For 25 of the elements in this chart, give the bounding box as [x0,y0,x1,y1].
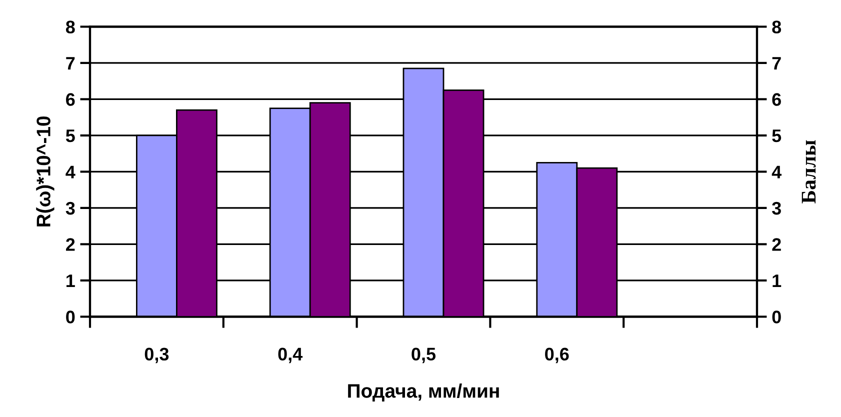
y-tick-label: 3 [66,202,75,215]
y2-tick-label: 4 [772,166,782,178]
x-tick-label: 0,3 [144,348,169,364]
y-tick-label: 2 [66,238,75,251]
y2-tick-label: 3 [772,202,781,215]
y-tick-label: 0 [66,310,75,324]
y2-tick-label: 0 [772,310,781,324]
y-axis-title: R(ω)*10^-10 [36,116,54,226]
y-tick-label: 6 [66,93,75,106]
y2-tick-label: 1 [772,274,782,287]
y-tick-label: 7 [66,57,75,70]
y2-axis-title: Баллы [802,140,816,204]
y2-tick-label: 2 [772,238,781,251]
y-tick-label: 1 [66,274,75,287]
y-tick-label: 5 [66,130,75,142]
y2-tick-label: 5 [772,130,782,142]
x-tick-label: 0,5 [412,348,436,364]
y-tick-label: 8 [66,20,75,34]
y2-tick-label: 8 [772,20,782,34]
x-axis-title: Подача, мм/мин [348,384,499,402]
y-tick-label: 4 [66,166,76,178]
x-tick-label: 0,6 [545,348,569,364]
y2-tick-label: 7 [772,57,781,70]
y2-tick-label: 6 [772,93,781,106]
x-tick-label: 0,4 [278,348,303,364]
